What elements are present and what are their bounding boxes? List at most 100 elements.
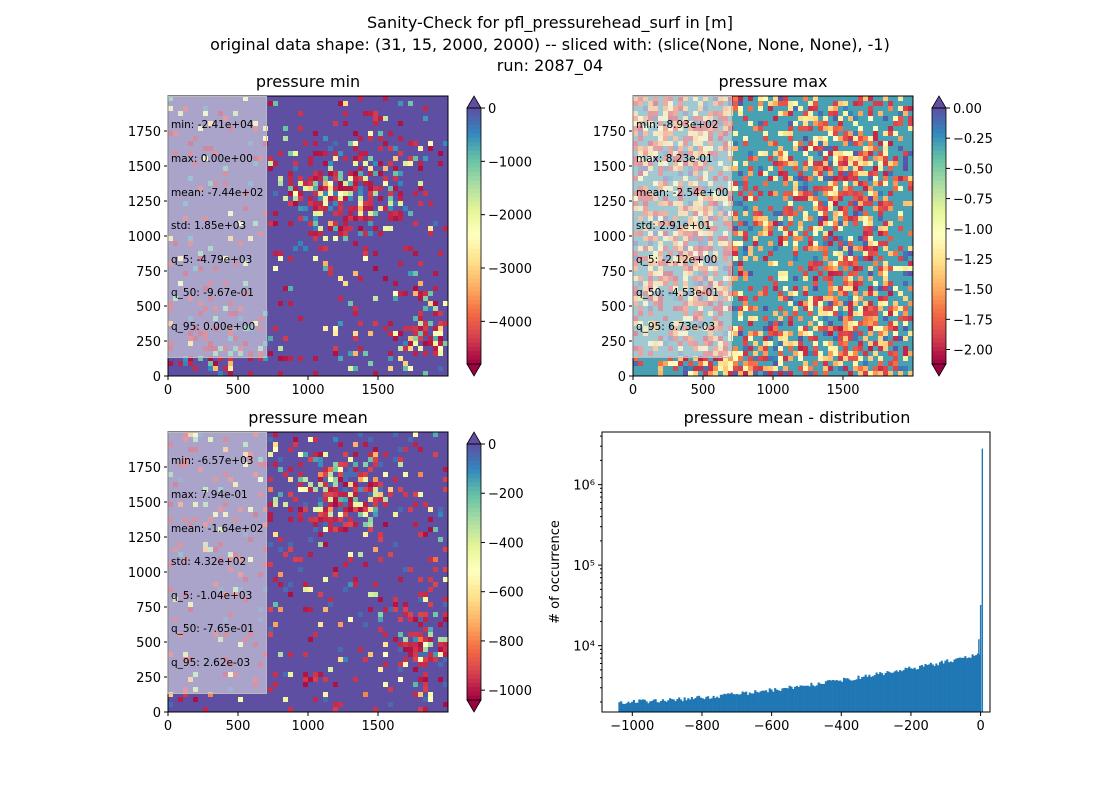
- heatmap-cell: [353, 186, 358, 191]
- heatmap-cell: [863, 211, 868, 216]
- heatmap-cell: [783, 176, 788, 181]
- heatmap-cell: [743, 221, 748, 226]
- heatmap-cell: [888, 321, 893, 326]
- heatmap-cell: [363, 246, 368, 251]
- heatmap-cell: [848, 371, 853, 376]
- heatmap-cell: [278, 371, 283, 376]
- heatmap-cell: [843, 291, 848, 296]
- heatmap-cell: [293, 196, 298, 201]
- heatmap-cell: [893, 356, 898, 361]
- heatmap-cell: [433, 567, 438, 572]
- histogram-bar: [685, 700, 688, 712]
- colorbar-segment: [467, 461, 481, 466]
- heatmap-cell: [853, 211, 858, 216]
- histogram-bar: [924, 663, 927, 712]
- histogram-bar: [678, 697, 681, 712]
- heatmap-cell: [308, 201, 313, 206]
- heatmap-cell: [768, 371, 773, 376]
- heatmap-cell: [828, 341, 833, 346]
- heatmap-cell: [818, 321, 823, 326]
- stats-box-pressure-mean: min: -6.57e+03 max: 7.94e-01 mean: -1.64…: [167, 432, 268, 694]
- heatmap-cell: [278, 457, 283, 462]
- heatmap-cell: [428, 557, 433, 562]
- heatmap-cell: [838, 166, 843, 171]
- heatmap-cell: [363, 692, 368, 697]
- heatmap-cell: [418, 652, 423, 657]
- heatmap-cell: [343, 562, 348, 567]
- stat-line: max: 7.94e-01: [171, 489, 248, 502]
- heatmap-cell: [898, 366, 903, 371]
- heatmap-cell: [268, 437, 273, 442]
- heatmap-cell: [783, 336, 788, 341]
- heatmap-cell: [738, 266, 743, 271]
- heatmap-cell: [773, 261, 778, 266]
- heatmap-cell: [703, 371, 708, 376]
- heatmap-cell: [798, 266, 803, 271]
- heatmap-cell: [853, 171, 858, 176]
- heatmap-cell: [778, 331, 783, 336]
- heatmap-cell: [788, 356, 793, 361]
- heatmap-cell: [888, 166, 893, 171]
- heatmap-cell: [318, 206, 323, 211]
- heatmap-cell: [868, 191, 873, 196]
- heatmap-cell: [853, 256, 858, 261]
- heatmap-cell: [368, 437, 373, 442]
- heatmap-cell: [418, 617, 423, 622]
- heatmap-cell: [278, 582, 283, 587]
- histogram-bar: [667, 700, 670, 712]
- heatmap-cell: [308, 487, 313, 492]
- heatmap-cell: [878, 101, 883, 106]
- histogram-bar: [701, 698, 704, 712]
- colorbar-tick-label: 0.00: [953, 102, 982, 117]
- heatmap-cell: [848, 326, 853, 331]
- colorbar-segment: [932, 112, 946, 117]
- histogram-bar: [792, 688, 795, 712]
- heatmap-cell: [738, 221, 743, 226]
- heatmap-cell: [838, 331, 843, 336]
- heatmap-cell: [883, 316, 888, 321]
- heatmap-cell: [878, 266, 883, 271]
- heatmap-cell: [848, 176, 853, 181]
- colorbar-segment: [467, 618, 481, 624]
- heatmap-cell: [848, 136, 853, 141]
- histogram-bar: [661, 699, 664, 712]
- heatmap-cell: [823, 126, 828, 131]
- colorbar-segment: [467, 495, 481, 500]
- heatmap-cell: [733, 356, 738, 361]
- heatmap-cell: [353, 156, 358, 161]
- colorbar-segment: [932, 308, 946, 314]
- histogram-bar: [944, 660, 947, 712]
- heatmap-cell: [888, 191, 893, 196]
- heatmap-cell: [778, 216, 783, 221]
- colorbar-segment: [467, 636, 481, 641]
- histogram-bar: [806, 685, 809, 712]
- histogram-bar: [752, 693, 755, 712]
- heatmap-cell: [808, 371, 813, 376]
- histogram-bar: [839, 680, 842, 712]
- heatmap-cell: [273, 161, 278, 166]
- heatmap-cell: [808, 301, 813, 306]
- heatmap-cell: [838, 116, 843, 121]
- heatmap-cell: [823, 371, 828, 376]
- histogram-bar: [895, 670, 898, 712]
- heatmap-cell: [373, 371, 378, 376]
- heatmap-cell: [833, 296, 838, 301]
- heatmap-cell: [838, 196, 843, 201]
- heatmap-cell: [813, 266, 818, 271]
- heatmap-cell: [343, 156, 348, 161]
- y-tick-label: 1500: [128, 160, 161, 175]
- heatmap-cell: [418, 201, 423, 206]
- heatmap-cell: [783, 226, 788, 231]
- heatmap-cell: [368, 492, 373, 497]
- heatmap-cell: [773, 211, 778, 216]
- heatmap-cell: [908, 121, 913, 126]
- heatmap-cell: [903, 316, 908, 321]
- heatmap-cell: [888, 306, 893, 311]
- colorbar-tick-label: −800: [488, 635, 524, 650]
- heatmap-cell: [328, 597, 333, 602]
- heatmap-cell: [288, 547, 293, 552]
- heatmap-cell: [353, 482, 358, 487]
- histogram-bar: [940, 660, 943, 712]
- heatmap-cell: [378, 667, 383, 672]
- heatmap-cell: [878, 306, 883, 311]
